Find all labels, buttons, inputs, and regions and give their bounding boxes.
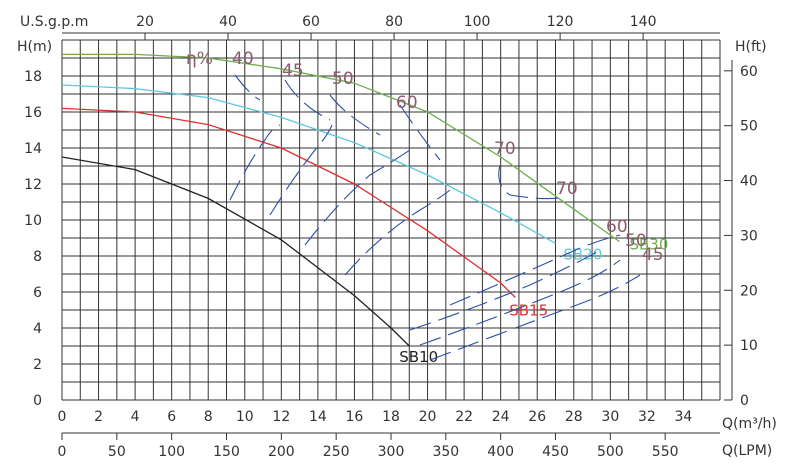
curve-sb15 [61, 107, 516, 298]
x-tick-label: 20 [419, 409, 437, 425]
x-tick-label: 12 [272, 409, 290, 425]
efficiency-contour [284, 79, 331, 121]
efficiency-contour [419, 259, 621, 346]
gpm-tick-label: 20 [136, 14, 154, 30]
efficiency-value: 70 [494, 139, 516, 159]
y-tick-label: 14 [24, 141, 42, 157]
efficiency-contour [409, 249, 601, 331]
lpm-tick-label: 500 [597, 444, 624, 460]
performance-curves: SB10 SB15 SB20 SB30 [61, 53, 668, 366]
efficiency-value: 50 [332, 69, 354, 89]
efficiency-value: 60 [606, 217, 628, 237]
x-tick-label: 16 [346, 409, 364, 425]
efficiency-contour [269, 124, 333, 216]
top-axis-label: U.S.g.p.m [20, 14, 88, 30]
x-tick-label: 2 [94, 409, 103, 425]
lpm-tick-label: 300 [378, 444, 405, 460]
gpm-tick-label: 80 [385, 14, 403, 30]
series-label-sb10: SB10 [399, 348, 438, 366]
lpm-tick-label: 350 [432, 444, 459, 460]
lpm-tick-label: 100 [158, 444, 185, 460]
x-tick-label: 34 [675, 409, 693, 425]
curve-sb30 [62, 53, 620, 243]
ft-tick-label: 60 [740, 64, 758, 80]
x-tick-label: 0 [58, 409, 67, 425]
gpm-tick-label: 60 [302, 14, 320, 30]
curve-sb20 [61, 84, 556, 244]
y-tick-label: 18 [24, 69, 42, 85]
x-axis-label-2: Q(LPM) [722, 443, 772, 459]
efficiency-contour [304, 149, 411, 246]
y-axis-label-right: H(ft) [735, 39, 767, 55]
y-axis-label-left: H(m) [17, 39, 52, 55]
gpm-tick-label: 40 [219, 14, 237, 30]
x-tick-label: 24 [492, 409, 510, 425]
efficiency-contour [399, 104, 441, 161]
y-tick-label: 12 [24, 177, 42, 193]
efficiency-contour [329, 94, 381, 136]
grid [61, 39, 721, 401]
gpm-tick-label: 100 [464, 14, 491, 30]
x-tick-label: 14 [309, 409, 327, 425]
x-tick-label: 26 [528, 409, 546, 425]
lpm-tick-label: 550 [652, 444, 679, 460]
ft-tick-label: 0 [740, 393, 749, 409]
lpm-tick-label: 400 [487, 444, 514, 460]
x-tick-label: 8 [204, 409, 213, 425]
lpm-tick-label: 50 [108, 444, 126, 460]
efficiency-contour [234, 74, 261, 101]
gpm-tick-label: 140 [630, 14, 657, 30]
ft-tick-label: 10 [740, 338, 758, 354]
efficiency-value: 60 [396, 93, 418, 113]
tick-labels: 0 2 4 6 8 10 12 14 16 18 20 22 24 26 28 30 32 340 50 100 150… [24, 14, 758, 460]
y-tick-label: 8 [33, 249, 42, 265]
lpm-tick-label: 150 [213, 444, 240, 460]
ft-tick-label: 20 [740, 283, 758, 299]
y-tick-label: 10 [24, 213, 42, 229]
ft-tick-label: 50 [740, 119, 758, 135]
efficiency-label: η% [186, 49, 213, 69]
efficiency-value: 45 [642, 245, 664, 265]
lpm-tick-label: 250 [323, 444, 350, 460]
efficiency-value: 70 [556, 179, 578, 199]
x-tick-label: 18 [382, 409, 400, 425]
efficiency-contour [344, 189, 451, 276]
x-tick-label: 10 [236, 409, 254, 425]
y-tick-label: 4 [33, 321, 42, 337]
lpm-tick-label: 200 [268, 444, 295, 460]
efficiency-contour [429, 274, 641, 361]
x-tick-label: 6 [167, 409, 176, 425]
curve-sb10 [61, 156, 410, 347]
x-tick-label: 30 [601, 409, 619, 425]
series-label-sb30: SB30 [629, 236, 668, 254]
y-tick-label: 2 [33, 357, 42, 373]
gpm-tick-label: 120 [547, 14, 574, 30]
efficiency-contour [449, 234, 621, 306]
x-tick-label: 22 [455, 409, 473, 425]
efficiency-value: 50 [625, 231, 647, 251]
efficiency-contour [229, 124, 281, 201]
ft-tick-label: 30 [740, 228, 758, 244]
ft-tick-label: 40 [740, 174, 758, 190]
series-label-sb20: SB20 [564, 245, 603, 263]
lpm-tick-label: 0 [58, 444, 67, 460]
y-tick-label: 16 [24, 105, 42, 121]
efficiency-contour [498, 164, 561, 200]
x-tick-label: 4 [131, 409, 140, 425]
series-label-sb15: SB15 [509, 301, 548, 319]
y-tick-label: 0 [33, 393, 42, 409]
efficiency-value: 45 [282, 61, 304, 81]
efficiency-value: 40 [232, 49, 254, 69]
y-tick-label: 6 [33, 285, 42, 301]
x-tick-label: 32 [638, 409, 656, 425]
x-axis-label: Q(m³/h) [722, 416, 777, 432]
lpm-tick-label: 450 [542, 444, 569, 460]
x-tick-label: 28 [565, 409, 583, 425]
